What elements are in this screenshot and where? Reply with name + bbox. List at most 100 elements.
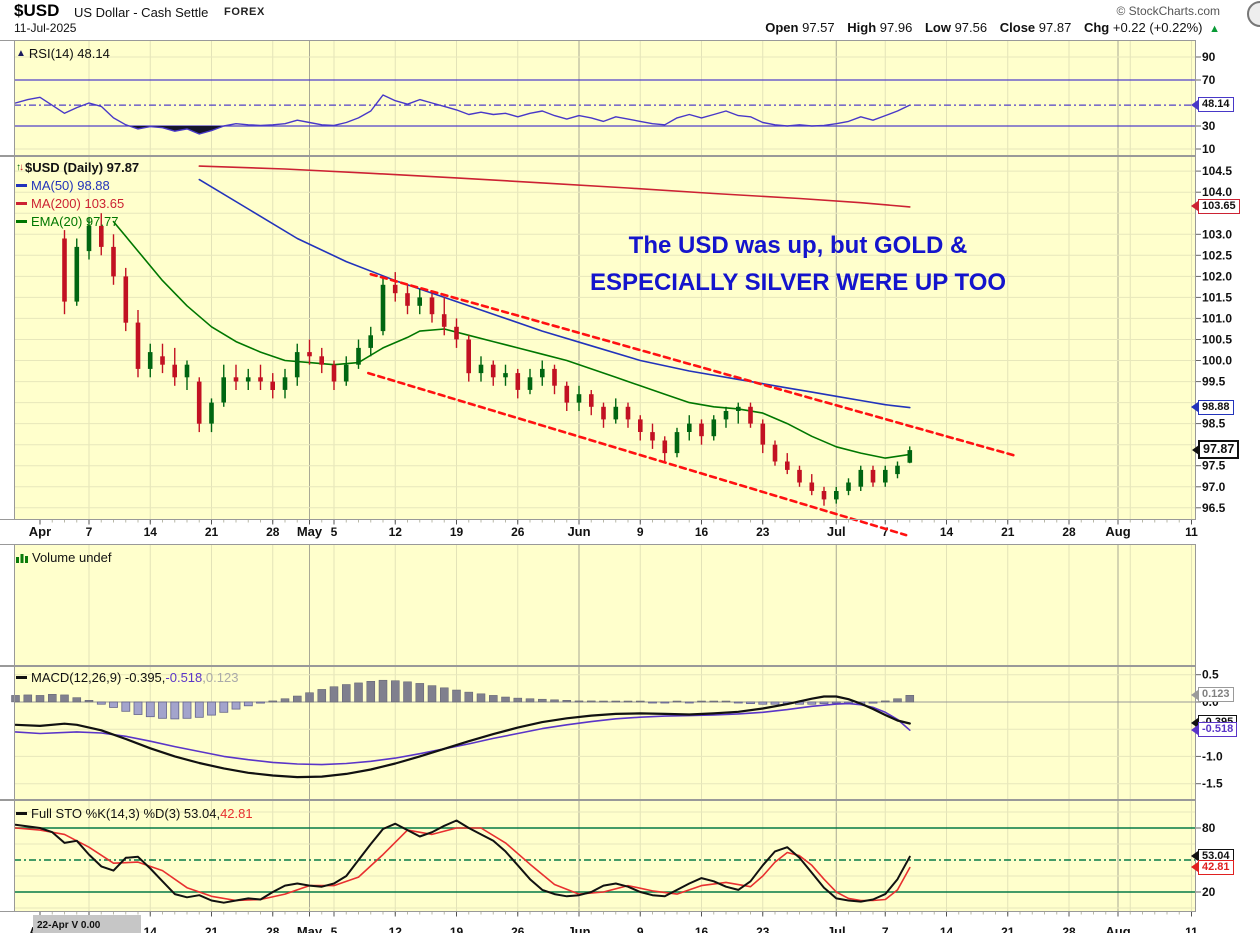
x-axis-label: Jul	[827, 924, 846, 933]
high-value: 97.96	[879, 20, 913, 35]
close-value: 97.87	[1038, 20, 1072, 35]
macd-value-tag: -0.518	[1191, 722, 1238, 738]
candlesticks	[62, 213, 913, 506]
y-axis-label: -1.5	[1202, 777, 1223, 791]
sto-k-line	[14, 819, 911, 904]
y-axis-label: 104.5	[1202, 164, 1232, 178]
x-axis-label: 7	[86, 525, 93, 539]
line-swatch-icon	[16, 219, 27, 223]
chg-label: Chg	[1083, 20, 1110, 35]
x-axis-label: 12	[389, 925, 403, 933]
legend-text: 42.81	[220, 805, 253, 821]
chart-date: 11-Jul-2025	[14, 21, 77, 35]
x-axis-label: 21	[205, 525, 219, 539]
y-axis-label: 30	[1202, 119, 1216, 133]
line-swatch-icon	[16, 201, 27, 205]
x-axis-label: Jun	[567, 924, 590, 933]
y-axis-label: 0.5	[1202, 668, 1219, 682]
y-axis-label: 101.0	[1202, 311, 1232, 325]
ma50-line	[198, 178, 911, 409]
x-axis-label: 14	[144, 525, 158, 539]
x-axis-label: 26	[511, 525, 525, 539]
x-axis-label: 16	[695, 525, 709, 539]
macd-signal-line	[14, 702, 911, 766]
x-axis-label: 19	[450, 525, 464, 539]
legend-text: Full STO %K(14,3) %D(3) 53.04,	[31, 805, 221, 821]
annotation-line1: The USD was up, but GOLD &	[628, 232, 968, 259]
x-axis-label: 28	[1062, 525, 1076, 539]
tag-arrow-icon	[1191, 851, 1198, 862]
copyright: © StockCharts.com	[1116, 4, 1220, 18]
x-axis-label: Jun	[567, 524, 590, 539]
x-axis-label: 5	[331, 525, 338, 539]
x-axis-label: Apr	[29, 524, 51, 539]
y-axis-label: 102.5	[1202, 248, 1232, 262]
y-axis-label: 100.0	[1202, 354, 1232, 368]
macd-panel: 0.50.0-1.0-1.5	[0, 666, 1223, 800]
ohlc-quote: Open 97.57 High 97.96 Low 97.56 Close 97…	[756, 20, 1220, 35]
rsi-value-tag: 48.14	[1191, 97, 1234, 113]
close-label: Close	[999, 20, 1036, 35]
rsi-legend: ▲ RSI(14) 48.14	[16, 44, 110, 62]
sto-d-line	[14, 827, 911, 902]
y-axis-label: 99.5	[1202, 375, 1226, 389]
x-axis-label: 21	[205, 925, 219, 933]
x-axis-label: 21	[1001, 525, 1015, 539]
legend-text: $USD (Daily) 97.87	[25, 159, 140, 175]
x-axis-label: 11	[1185, 525, 1198, 539]
open-label: Open	[765, 20, 799, 35]
x-axis-label: 26	[511, 925, 525, 933]
low-label: Low	[924, 20, 951, 35]
tag-arrow-icon	[1191, 862, 1198, 873]
x-axis-label: 28	[1062, 925, 1076, 933]
sto-legend: Full STO %K(14,3) %D(3) 53.04, 42.81	[16, 804, 253, 822]
lower-trendline	[366, 371, 908, 537]
x-axis-label: 23	[756, 925, 770, 933]
macd-legend: MACD(12,26,9) -0.395, -0.518, 0.123	[16, 668, 238, 686]
macd-value-tag: 0.123	[1191, 687, 1234, 703]
rsi-line	[14, 94, 911, 135]
legend-text: EMA(20) 97.77	[31, 213, 119, 229]
x-axis-label: 21	[1001, 925, 1015, 933]
y-axis-label: 101.5	[1202, 290, 1232, 304]
tag-arrow-icon	[1192, 444, 1199, 455]
candlestick-icon: ↑↓	[16, 161, 24, 173]
corner-badge-icon	[1247, 1, 1260, 27]
line-swatch-icon	[16, 811, 27, 815]
ema20-line	[112, 220, 911, 459]
y-axis-label: -1.0	[1202, 749, 1223, 763]
tag-arrow-icon	[1191, 201, 1198, 212]
y-axis-label: 98.5	[1202, 417, 1226, 431]
chart-title: US Dollar - Cash Settle	[74, 5, 209, 20]
price-value-tag: 97.87	[1192, 440, 1240, 460]
x-axis-label: 12	[389, 525, 403, 539]
y-axis-label: 97.0	[1202, 480, 1226, 494]
y-axis-label: 70	[1202, 73, 1216, 87]
x-axis-strip: Apr 7 14 21 28 May 5 12 19 26 Jun 9 16 23 Jul 7 14 21 28 Au…	[0, 520, 1260, 544]
volume-bars-icon	[16, 553, 28, 563]
low-value: 97.56	[954, 20, 988, 35]
tag-arrow-icon	[1191, 689, 1198, 700]
y-axis-label: 20	[1202, 885, 1216, 899]
line-swatch-icon	[16, 183, 27, 187]
rsi-oversold-fill	[129, 126, 224, 134]
tag-arrow-icon	[1191, 724, 1198, 735]
y-axis-label: 90	[1202, 50, 1216, 64]
ma200-line	[198, 165, 911, 208]
x-axis-label: 14	[144, 925, 158, 933]
x-axis-label: 7	[882, 925, 889, 933]
x-axis-label: 9	[637, 525, 644, 539]
open-value: 97.57	[802, 20, 835, 35]
line-swatch-icon	[16, 675, 27, 679]
y-axis-label: 104.0	[1202, 185, 1232, 199]
high-label: High	[847, 20, 877, 35]
area-chart-icon: ▲	[16, 47, 26, 59]
legend-text: RSI(14) 48.14	[28, 45, 110, 61]
annotation-line2: ESPECIALLY SILVER WERE UP TOO	[589, 269, 1007, 296]
y-axis-label: 102.0	[1202, 269, 1232, 283]
price-value-tag: 103.65	[1191, 198, 1240, 214]
legend-text: -0.518	[165, 669, 203, 685]
x-axis-label: Jul	[827, 524, 846, 539]
x-axis-label: 11	[1185, 925, 1198, 933]
